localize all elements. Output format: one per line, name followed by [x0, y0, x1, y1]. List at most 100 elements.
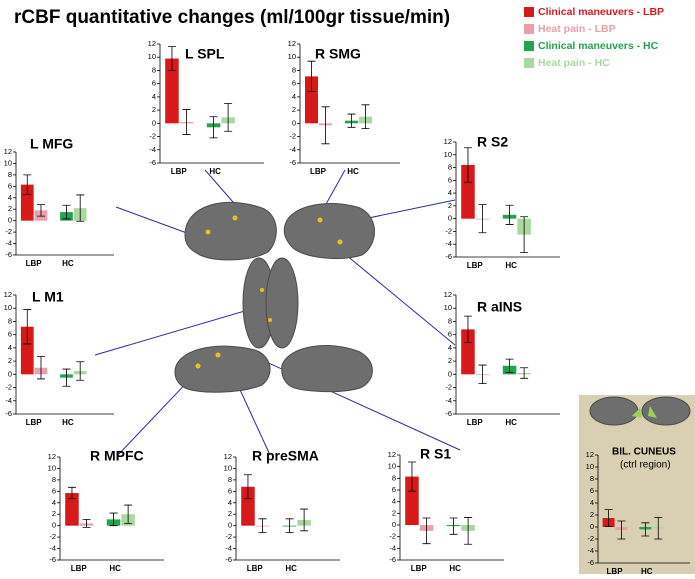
y-tick-label: 6: [392, 485, 396, 494]
legend-swatch: [524, 58, 534, 68]
y-tick-label: -4: [445, 239, 452, 248]
error-bar: [67, 486, 76, 500]
y-tick-label: 2: [590, 510, 594, 519]
bar: [461, 165, 475, 219]
y-tick-label: 2: [392, 508, 396, 517]
panel-title: R S1: [420, 446, 451, 462]
x-tick-label: LBP: [247, 564, 264, 573]
y-tick-label: -6: [149, 158, 156, 167]
y-tick-label: 4: [52, 498, 56, 507]
y-tick-label: 0: [52, 521, 56, 530]
x-tick-label: LBP: [171, 167, 188, 176]
y-tick-label: 8: [392, 473, 396, 482]
legend-swatch: [524, 24, 534, 34]
y-tick-label: -6: [5, 250, 12, 259]
y-tick-label: 2: [8, 204, 12, 213]
y-tick-label: 6: [52, 486, 56, 495]
y-tick-label: 6: [448, 175, 452, 184]
x-tick-label: LBP: [467, 418, 484, 427]
y-tick-label: 2: [228, 509, 232, 518]
x-tick-label: LBP: [467, 261, 484, 270]
error-bar: [321, 106, 330, 145]
x-tick-label: HC: [347, 167, 359, 176]
y-tick-label: -2: [587, 534, 594, 543]
panel-title: L MFG: [30, 136, 73, 152]
bar: [20, 326, 34, 375]
error-bar: [258, 518, 267, 533]
y-tick-label: 8: [590, 474, 594, 483]
y-tick-label: 0: [152, 118, 156, 127]
y-tick-label: 6: [448, 330, 452, 339]
y-tick-label: 10: [148, 52, 156, 61]
error-bar: [36, 204, 45, 217]
error-bar: [505, 358, 514, 373]
y-tick-label: -4: [149, 145, 156, 154]
y-tick-label: 2: [52, 509, 56, 518]
activation: [195, 363, 201, 369]
y-tick-label: 8: [8, 316, 12, 325]
x-tick-label: HC: [109, 564, 121, 573]
error-bar: [182, 109, 191, 135]
y-tick-label: -6: [225, 555, 232, 564]
activation-spots: [195, 215, 343, 369]
panel-title: R SMG: [315, 46, 361, 62]
y-tick-label: -2: [389, 532, 396, 541]
y-tick-label: 12: [444, 290, 452, 299]
y-tick-label: -4: [49, 544, 56, 553]
x-tick-label: LBP: [411, 564, 428, 573]
connector: [94, 307, 256, 356]
legend-swatch: [524, 41, 534, 51]
error-bar: [167, 46, 176, 71]
y-tick-label: -2: [445, 226, 452, 235]
y-tick-label: 10: [586, 462, 594, 471]
bar: [20, 184, 34, 221]
error-bar: [76, 361, 85, 381]
y-tick-label: 0: [292, 118, 296, 127]
y-tick-label: -4: [5, 396, 12, 405]
y-tick-label: -4: [587, 546, 594, 555]
error-bar: [62, 368, 71, 387]
error-bar: [307, 60, 316, 92]
y-tick-label: 8: [448, 316, 452, 325]
error-bar: [209, 116, 218, 139]
y-tick-label: 10: [444, 303, 452, 312]
y-tick-label: -4: [389, 543, 396, 552]
activation: [317, 217, 323, 223]
y-tick-label: -6: [5, 409, 12, 418]
x-tick-label: HC: [449, 564, 461, 573]
brain-cuneus-right: [641, 396, 691, 426]
y-tick-label: 2: [448, 356, 452, 365]
y-tick-label: 0: [392, 520, 396, 529]
y-tick-label: -4: [225, 544, 232, 553]
error-bar: [300, 508, 309, 532]
error-bar: [243, 474, 252, 500]
y-tick-label: -2: [225, 532, 232, 541]
y-tick-label: 0: [8, 369, 12, 378]
panel-title: L SPL: [185, 46, 225, 62]
y-tick-label: 6: [152, 79, 156, 88]
y-tick-label: 10: [224, 463, 232, 472]
y-tick-label: -6: [445, 409, 452, 418]
error-bar: [520, 216, 529, 253]
y-tick-label: -2: [49, 532, 56, 541]
y-tick-label: -4: [289, 145, 296, 154]
bar: [241, 486, 255, 526]
legend-label: Clinical maneuvers - LBP: [538, 6, 664, 18]
figure-title: rCBF quantitative changes (ml/100gr tiss…: [14, 7, 450, 28]
x-tick-label: HC: [285, 564, 297, 573]
panel-title: R preSMA: [252, 448, 319, 464]
error-bar: [478, 204, 487, 234]
legend-label: Clinical maneuvers - HC: [538, 40, 659, 52]
y-tick-label: -6: [289, 158, 296, 167]
y-tick-label: -2: [149, 132, 156, 141]
y-tick-label: 12: [224, 452, 232, 461]
activation: [205, 229, 211, 235]
y-tick-label: 12: [388, 450, 396, 459]
y-tick-label: 4: [228, 498, 232, 507]
x-tick-label: HC: [209, 167, 221, 176]
connector: [239, 349, 461, 451]
y-tick-label: -6: [445, 252, 452, 261]
error-bar: [109, 512, 118, 527]
y-tick-label: 8: [52, 475, 56, 484]
y-tick-label: -4: [5, 239, 12, 248]
